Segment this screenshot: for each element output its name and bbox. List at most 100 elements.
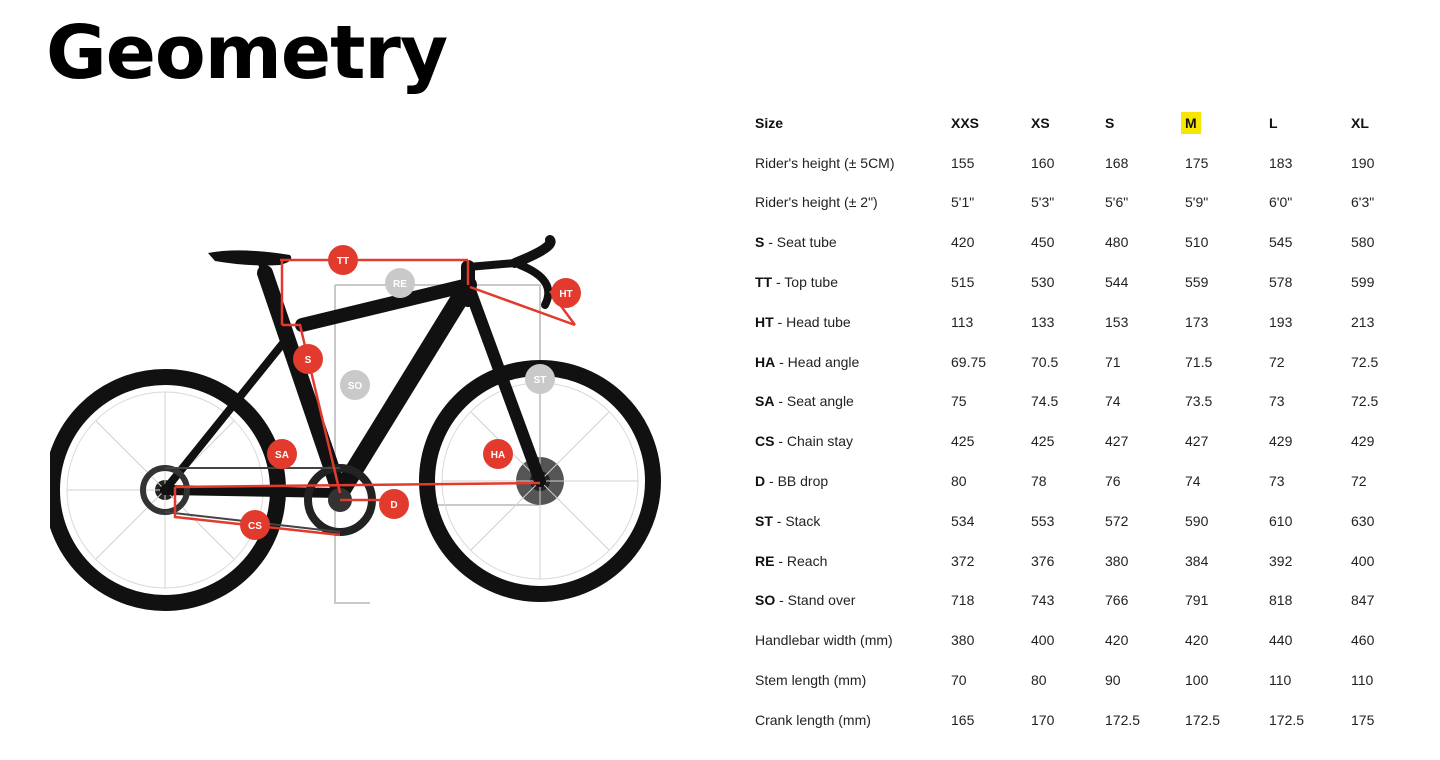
table-cell: 610: [1269, 512, 1293, 529]
callout-sa: SA: [267, 439, 297, 469]
row-label: Rider's height (± 2"): [755, 183, 951, 223]
table-cell: 175: [1351, 711, 1375, 728]
size-header-m: M: [1181, 103, 1269, 143]
callout-so-label: SO: [348, 381, 363, 392]
callout-ht-label: HT: [559, 289, 572, 300]
table-cell: 170: [1031, 711, 1055, 728]
table-cell: 175: [1185, 154, 1209, 171]
callout-tt-label: TT: [337, 256, 349, 267]
table-cell: 71.5: [1185, 353, 1213, 370]
callout-d: D: [379, 489, 409, 519]
table-cell: 160: [1031, 154, 1055, 171]
row-abbreviation: S: [755, 234, 765, 251]
table-cell: 718: [951, 592, 975, 609]
table-cell: 420: [951, 234, 975, 251]
table-cell: 544: [1105, 274, 1129, 291]
callout-s: S: [293, 344, 323, 374]
row-label: Stem length (mm): [755, 660, 951, 700]
table-row: Stem length (mm) 70 80 90 100 110 110: [755, 660, 1411, 700]
row-label: Handlebar width (mm): [755, 620, 951, 660]
table-cell: 425: [951, 433, 975, 450]
table-cell: 818: [1269, 592, 1293, 609]
callout-st: ST: [525, 364, 555, 394]
row-label: SA - Seat angle: [755, 382, 951, 422]
callout-markers: TT RE HT S SO ST SA HA: [240, 245, 581, 540]
geometry-table: Size XXS XS S M L XL Rider's height (± 5…: [755, 103, 1411, 740]
row-abbreviation: HT: [755, 313, 774, 330]
table-cell: 392: [1269, 552, 1293, 569]
table-cell: 73: [1269, 393, 1285, 410]
callout-ha: HA: [483, 439, 513, 469]
row-abbreviation: RE: [755, 552, 775, 569]
row-label-text: - Head angle: [775, 353, 860, 370]
table-row: Handlebar width (mm) 380 400 420 420 440 460: [755, 620, 1411, 660]
row-label: CS - Chain stay: [755, 421, 951, 461]
table-cell: 460: [1351, 632, 1375, 649]
callout-s-label: S: [305, 355, 312, 366]
table-cell: 6'3": [1351, 194, 1375, 211]
row-label: HT - Head tube: [755, 302, 951, 342]
table-cell: 74: [1105, 393, 1121, 410]
table-cell: 190: [1351, 154, 1375, 171]
row-label-text: - Stack: [772, 512, 821, 529]
row-abbreviation: SO: [755, 592, 776, 609]
table-row: S - Seat tube 420 450 480 510 545 580: [755, 222, 1411, 262]
table-cell: 5'3": [1031, 194, 1055, 211]
table-cell: 133: [1031, 313, 1055, 330]
row-label-text: Stem length (mm): [755, 672, 867, 689]
table-cell: 74.5: [1031, 393, 1059, 410]
table-cell: 743: [1031, 592, 1055, 609]
table-cell: 5'9": [1185, 194, 1209, 211]
row-label: S - Seat tube: [755, 222, 951, 262]
table-row: TT - Top tube 515 530 544 559 578 599: [755, 262, 1411, 302]
table-row: RE - Reach 372 376 380 384 392 400: [755, 541, 1411, 581]
table-cell: 72: [1269, 353, 1285, 370]
table-row: Rider's height (± 2") 5'1" 5'3" 5'6" 5'9" 6'0…: [755, 183, 1411, 223]
table-cell: 599: [1351, 274, 1375, 291]
row-label: Rider's height (± 5CM): [755, 143, 951, 183]
row-abbreviation: SA: [755, 393, 775, 410]
table-row: D - BB drop 80 78 76 74 73 72: [755, 461, 1411, 501]
table-cell: 75: [951, 393, 967, 410]
table-cell: 183: [1269, 154, 1293, 171]
callout-ht: HT: [551, 278, 581, 308]
table-cell: 380: [951, 632, 975, 649]
table-cell: 78: [1031, 473, 1047, 490]
table-cell: 429: [1351, 433, 1375, 450]
row-label-text: - Chain stay: [774, 433, 854, 450]
row-label-text: Rider's height (± 2"): [755, 194, 878, 211]
table-row: SA - Seat angle 75 74.5 74 73.5 73 72.5: [755, 382, 1411, 422]
saddle: [208, 250, 292, 266]
page-title: Geometry: [46, 10, 448, 96]
size-header-xxs: XXS: [951, 114, 980, 131]
table-cell: 400: [1031, 632, 1055, 649]
table-cell: 100: [1185, 672, 1209, 689]
size-header-xs: XS: [1031, 114, 1050, 131]
table-row: ST - Stack 534 553 572 590 610 630: [755, 501, 1411, 541]
table-cell: 480: [1105, 234, 1129, 251]
table-row: SO - Stand over 718 743 766 791 818 847: [755, 581, 1411, 621]
table-cell: 427: [1105, 433, 1129, 450]
row-label-text: - Seat tube: [764, 234, 837, 251]
callout-st-label: ST: [534, 375, 547, 386]
table-cell: 376: [1031, 552, 1055, 569]
table-cell: 153: [1105, 313, 1129, 330]
table-cell: 5'1": [951, 194, 975, 211]
table-cell: 80: [951, 473, 967, 490]
table-cell: 113: [951, 313, 974, 330]
table-cell: 578: [1269, 274, 1293, 291]
row-label-text: Crank length (mm): [755, 711, 871, 728]
row-label: RE - Reach: [755, 541, 951, 581]
table-cell: 165: [951, 711, 975, 728]
row-label-text: - Seat angle: [774, 393, 854, 410]
table-cell: 440: [1269, 632, 1293, 649]
bike-geometry-illustration: TT RE HT S SO ST SA HA: [50, 235, 661, 611]
size-header-l: L: [1269, 114, 1278, 131]
row-label-text: - BB drop: [765, 473, 829, 490]
size-header-label: Size: [755, 114, 784, 131]
geometry-table-body: Rider's height (± 5CM) 155 160 168 175 183 190…: [755, 143, 1411, 740]
table-cell: 425: [1031, 433, 1055, 450]
table-cell: 71: [1105, 353, 1121, 370]
row-label: HA - Head angle: [755, 342, 951, 382]
table-cell: 590: [1185, 512, 1209, 529]
